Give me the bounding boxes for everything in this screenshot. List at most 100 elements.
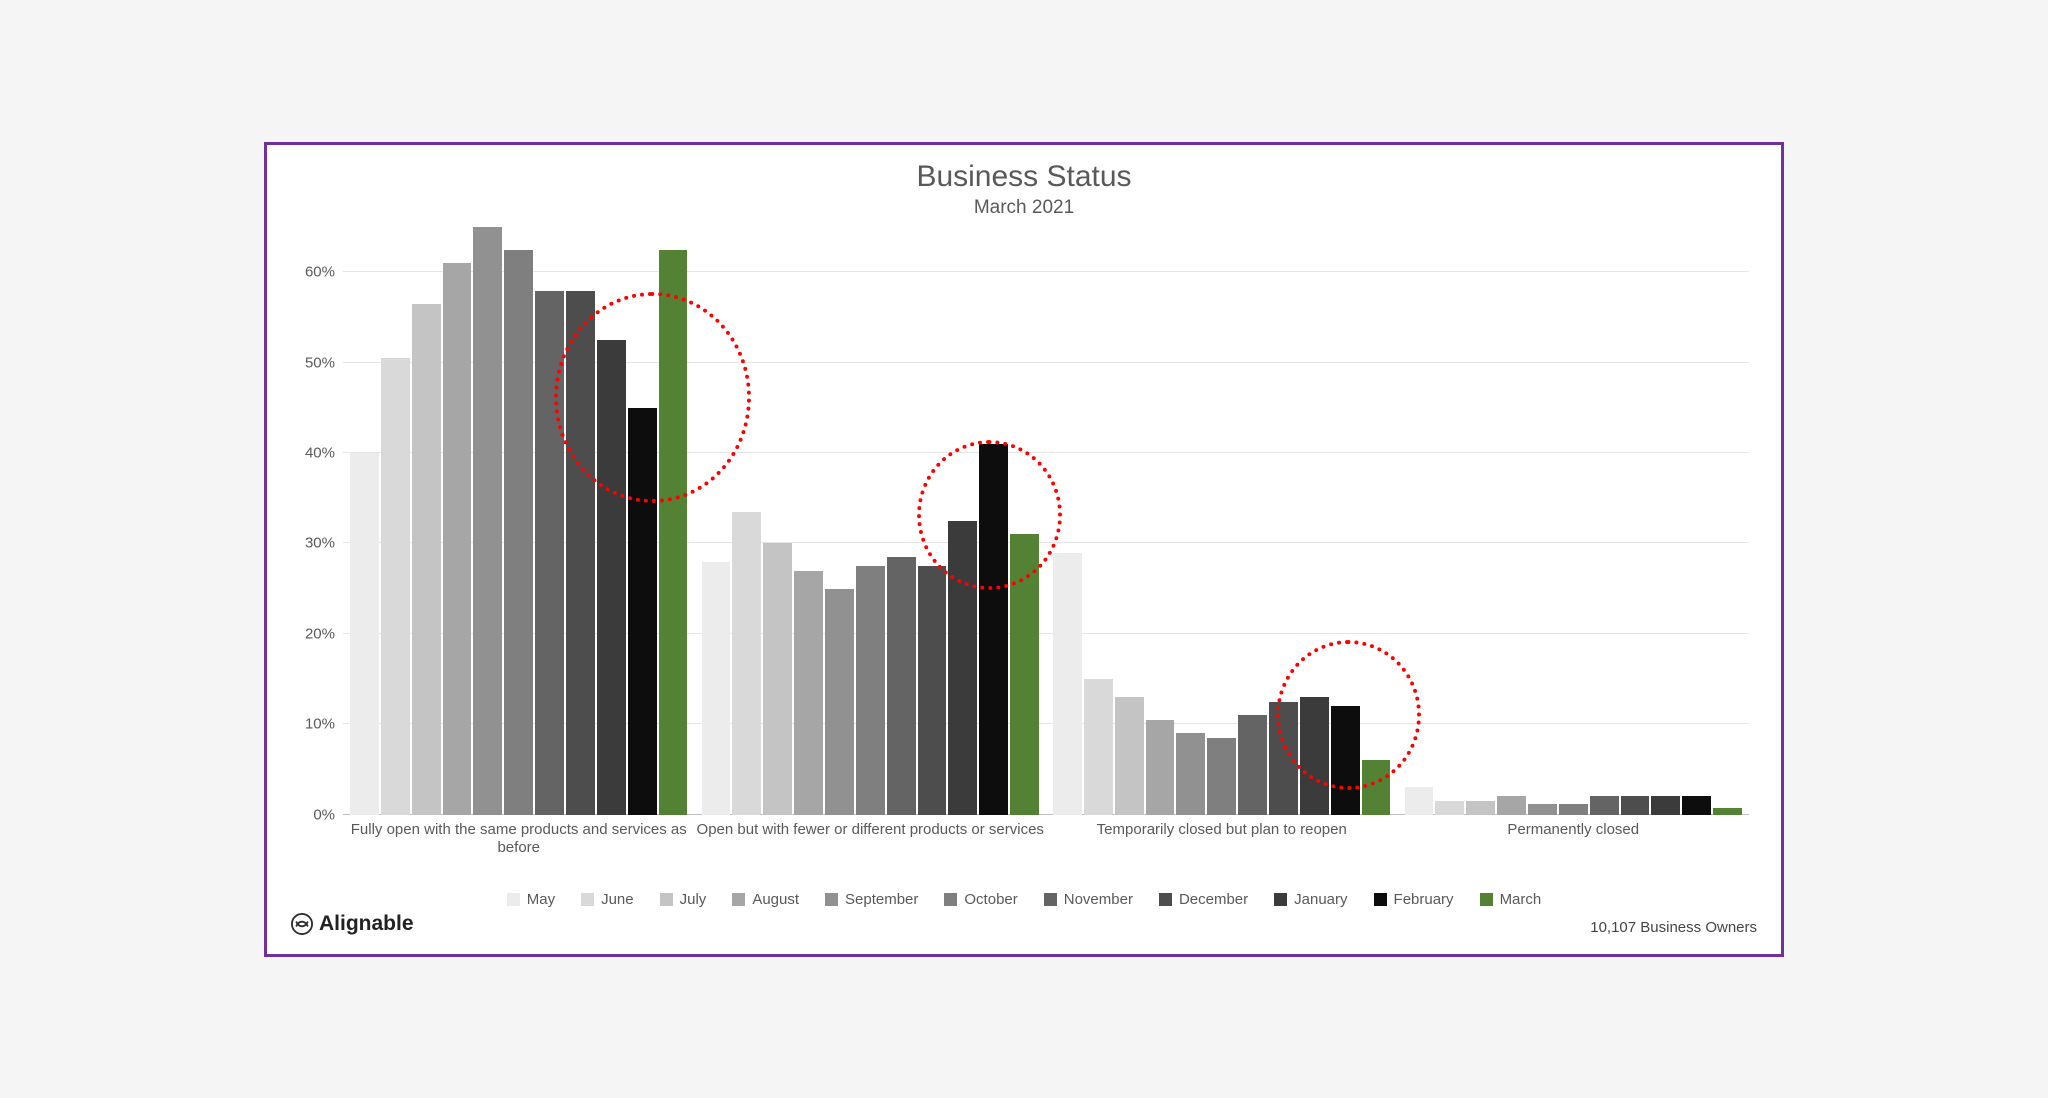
- bar: [794, 571, 823, 815]
- legend-label: August: [752, 891, 799, 908]
- bar: [473, 227, 502, 814]
- legend-swatch: [1480, 893, 1493, 906]
- legend-swatch: [1374, 893, 1387, 906]
- bar: [1207, 738, 1236, 815]
- footer: Alignable 10,107 Business Owners: [291, 912, 1757, 936]
- bar: [381, 358, 410, 814]
- legend-swatch: [507, 893, 520, 906]
- bar: [825, 589, 854, 815]
- bar: [535, 291, 564, 815]
- legend-label: October: [964, 891, 1017, 908]
- category-label: Permanently closed: [1398, 815, 1750, 840]
- bar: [856, 566, 885, 814]
- legend-swatch: [732, 893, 745, 906]
- legend-label: June: [601, 891, 634, 908]
- bar: [1053, 553, 1082, 815]
- legend-item: January: [1274, 891, 1347, 908]
- bar: [1405, 787, 1434, 814]
- bar: [1362, 760, 1391, 814]
- bar-group-inner: [1405, 227, 1742, 814]
- legend-swatch: [1044, 893, 1057, 906]
- brand: Alignable: [291, 912, 414, 936]
- bar: [443, 263, 472, 814]
- bar: [1559, 804, 1588, 815]
- bar: [1300, 697, 1329, 814]
- legend-swatch: [825, 893, 838, 906]
- category-label: Fully open with the same products and se…: [343, 815, 695, 859]
- bar-group: Permanently closed: [1398, 227, 1750, 814]
- legend-item: March: [1480, 891, 1542, 908]
- legend-item: November: [1044, 891, 1133, 908]
- legend-swatch: [660, 893, 673, 906]
- legend-label: September: [845, 891, 918, 908]
- legend-item: September: [825, 891, 918, 908]
- bar: [1115, 697, 1144, 814]
- bar: [597, 340, 626, 814]
- bar: [1651, 796, 1680, 814]
- bar: [1176, 733, 1205, 814]
- legend-item: December: [1159, 891, 1248, 908]
- bar: [948, 521, 977, 815]
- bar-group-inner: [1053, 227, 1390, 814]
- bar: [1238, 715, 1267, 814]
- brand-name: Alignable: [319, 912, 414, 936]
- brand-logo-icon: [291, 913, 313, 935]
- y-tick-label: 30%: [305, 535, 343, 552]
- legend-label: February: [1394, 891, 1454, 908]
- y-tick-label: 50%: [305, 354, 343, 371]
- chart-title: Business Status: [291, 159, 1757, 195]
- bar: [1331, 706, 1360, 814]
- bar-group: Fully open with the same products and se…: [343, 227, 695, 814]
- legend-item: June: [581, 891, 634, 908]
- sample-size: 10,107 Business Owners: [1590, 919, 1757, 936]
- bar: [763, 543, 792, 814]
- bar: [1466, 801, 1495, 815]
- bar: [887, 557, 916, 814]
- legend-item: August: [732, 891, 799, 908]
- plot-area: 0%10%20%30%40%50%60%Fully open with the …: [343, 227, 1749, 814]
- legend-label: November: [1064, 891, 1133, 908]
- bar: [1497, 796, 1526, 814]
- chart-subtitle: March 2021: [291, 197, 1757, 220]
- legend-swatch: [581, 893, 594, 906]
- legend-label: January: [1294, 891, 1347, 908]
- bar: [1010, 534, 1039, 814]
- bar: [350, 453, 379, 814]
- plot-wrapper: 0%10%20%30%40%50%60%Fully open with the …: [291, 227, 1757, 884]
- bar: [1590, 796, 1619, 814]
- legend-item: October: [944, 891, 1017, 908]
- category-label: Open but with fewer or different product…: [695, 815, 1047, 840]
- legend-label: May: [527, 891, 555, 908]
- bar-group-inner: [702, 227, 1039, 814]
- bar-group: Temporarily closed but plan to reopen: [1046, 227, 1398, 814]
- bar: [1682, 796, 1711, 814]
- legend-item: February: [1374, 891, 1454, 908]
- bar: [1084, 679, 1113, 815]
- legend-swatch: [1159, 893, 1172, 906]
- chart-titles: Business Status March 2021: [291, 159, 1757, 220]
- legend: May June July August September October Novembe…: [291, 891, 1757, 908]
- legend-label: December: [1179, 891, 1248, 908]
- legend-label: March: [1500, 891, 1542, 908]
- bar: [1435, 801, 1464, 815]
- bar: [979, 444, 1008, 814]
- bar: [1528, 804, 1557, 815]
- bar: [566, 291, 595, 815]
- y-tick-label: 40%: [305, 445, 343, 462]
- bar: [1269, 702, 1298, 815]
- legend-label: July: [680, 891, 707, 908]
- bar: [1146, 720, 1175, 815]
- y-tick-label: 0%: [313, 806, 343, 823]
- y-tick-label: 10%: [305, 716, 343, 733]
- bar: [732, 512, 761, 815]
- bar-group: Open but with fewer or different product…: [695, 227, 1047, 814]
- bar: [504, 250, 533, 815]
- y-tick-label: 60%: [305, 264, 343, 281]
- legend-item: July: [660, 891, 707, 908]
- bar: [702, 562, 731, 815]
- legend-item: May: [507, 891, 555, 908]
- bar-group-inner: [350, 227, 687, 814]
- legend-swatch: [1274, 893, 1287, 906]
- y-tick-label: 20%: [305, 625, 343, 642]
- category-label: Temporarily closed but plan to reopen: [1046, 815, 1398, 840]
